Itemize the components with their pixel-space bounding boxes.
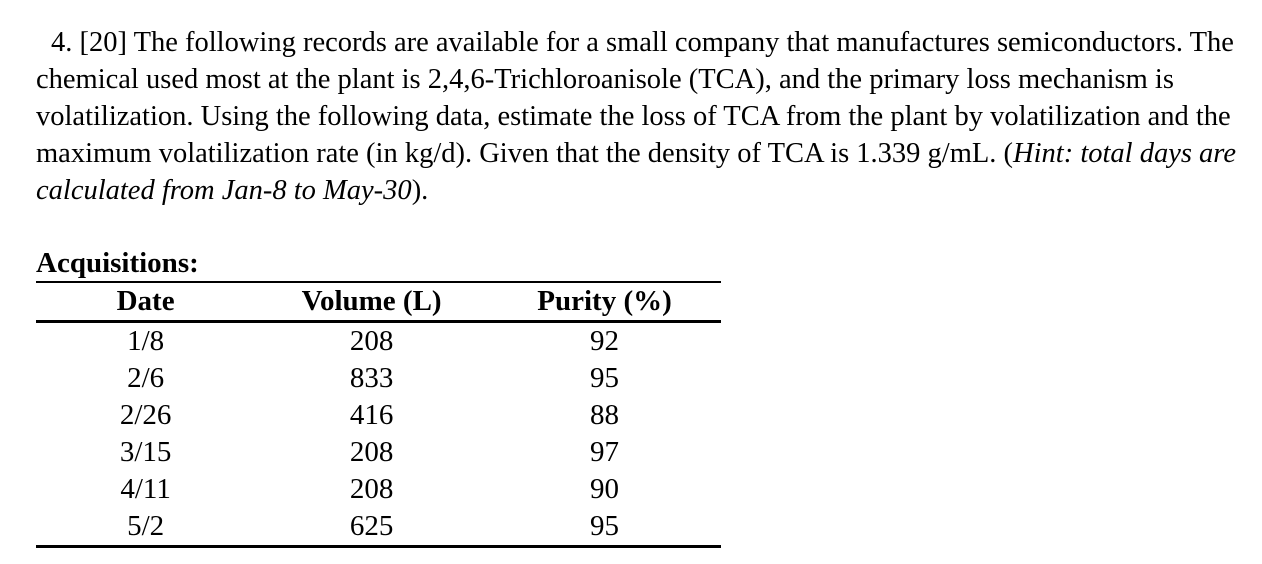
table-title: Acquisitions: xyxy=(36,247,721,283)
table-row: 3/15 208 97 xyxy=(36,434,721,471)
table-header-row: Date Volume (L) Purity (%) xyxy=(36,283,721,323)
col-header-volume: Volume (L) xyxy=(255,283,489,323)
cell-volume: 833 xyxy=(349,362,394,394)
problem-statement: 4. [20] The following records are availa… xyxy=(36,24,1236,209)
cell-date: 3/15 xyxy=(119,436,172,468)
cell-purity: 88 xyxy=(590,399,620,431)
cell-purity: 95 xyxy=(590,510,620,542)
table-row: 1/8 208 92 xyxy=(36,322,721,361)
col-header-purity: Purity (%) xyxy=(488,283,721,323)
cell-volume: 208 xyxy=(349,473,394,505)
table-row: 2/6 833 95 xyxy=(36,360,721,397)
cell-date: 1/8 xyxy=(127,325,165,357)
cell-date: 2/26 xyxy=(119,399,172,431)
cell-volume: 208 xyxy=(349,436,394,468)
cell-purity: 90 xyxy=(590,473,620,505)
acquisitions-section: Acquisitions: Date Volume (L) Purity (%)… xyxy=(36,247,721,548)
problem-text-end: ). xyxy=(411,175,429,206)
cell-volume: 625 xyxy=(349,510,394,542)
problem-hint: Hint: total days are calculated from Jan… xyxy=(36,138,1236,206)
cell-date: 2/6 xyxy=(127,362,165,394)
cell-date: 4/11 xyxy=(120,473,171,505)
acquisitions-table: Date Volume (L) Purity (%) 1/8 208 92 2/… xyxy=(36,283,721,548)
problem-text: 4. [20] The following records are availa… xyxy=(36,27,1234,169)
col-header-date: Date xyxy=(36,283,256,323)
cell-purity: 97 xyxy=(590,436,620,468)
table-row: 4/11 208 90 xyxy=(36,471,721,508)
cell-volume: 416 xyxy=(349,399,394,431)
cell-volume: 208 xyxy=(349,325,394,357)
cell-date: 5/2 xyxy=(127,510,165,542)
cell-purity: 95 xyxy=(590,362,620,394)
cell-purity: 92 xyxy=(590,325,620,357)
table-row: 2/26 416 88 xyxy=(36,397,721,434)
table-row: 5/2 625 95 xyxy=(36,508,721,547)
